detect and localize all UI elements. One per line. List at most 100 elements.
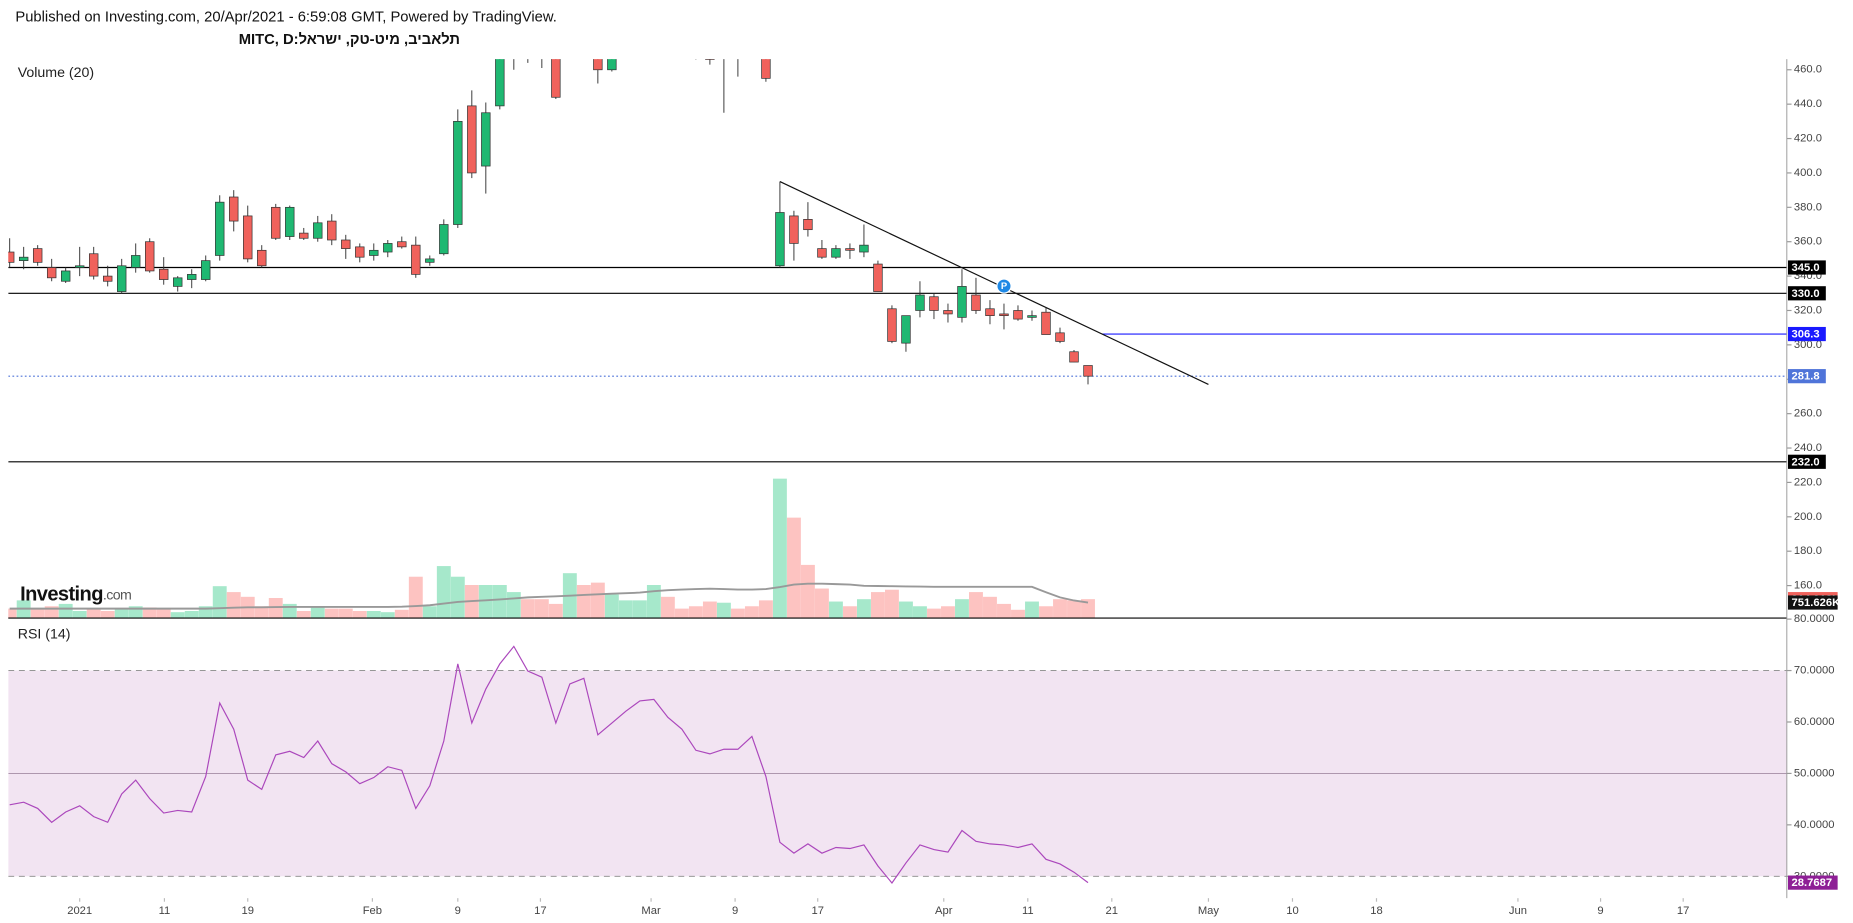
volume-bar <box>492 585 507 619</box>
volume-bar <box>941 606 955 619</box>
volume-bar <box>758 600 773 619</box>
volume-bar <box>786 517 801 619</box>
candle-body <box>299 232 309 239</box>
volume-bar <box>366 611 381 619</box>
volume-bar <box>142 607 157 619</box>
volume-bar <box>8 608 17 619</box>
volume-bar <box>660 596 675 619</box>
candle-body <box>636 10 645 19</box>
volume-bar <box>800 564 815 619</box>
candle-body <box>915 294 925 311</box>
y-tick-label: 180.0 <box>1794 545 1822 557</box>
candle-body <box>678 10 687 19</box>
hline-label-box <box>1788 326 1826 342</box>
y-tick-label: 360.0 <box>1794 236 1822 248</box>
rsi-tick-label: 50.0000 <box>1794 767 1835 779</box>
volume-bar <box>394 609 409 619</box>
candle-body <box>257 249 267 267</box>
volume-bar <box>86 608 101 619</box>
volume-bar <box>44 606 59 619</box>
y-tick-label: 380.0 <box>1794 201 1822 213</box>
candle-body <box>650 1 659 10</box>
volume-bar <box>170 612 185 619</box>
volume-bar <box>324 608 339 619</box>
candle-body <box>397 241 407 248</box>
candle-body <box>789 215 799 244</box>
candle-body <box>159 268 169 280</box>
volume-title: Volume (20) <box>18 65 94 81</box>
y-tick-label: 240.0 <box>1794 442 1822 454</box>
volume-bar <box>520 599 535 619</box>
rsi-label-box <box>1788 875 1838 890</box>
x-tick-label: Feb <box>363 905 382 917</box>
volume-bar <box>226 592 241 619</box>
x-tick-label: 17 <box>811 905 823 917</box>
candle-body <box>720 27 729 44</box>
x-tick-label: 21 <box>1106 905 1118 917</box>
rsi-tick-label: 60.0000 <box>1794 716 1835 728</box>
candle-body <box>89 253 99 277</box>
candle-body <box>901 315 911 344</box>
hline-label-box <box>1788 286 1826 301</box>
candle-body <box>495 59 505 107</box>
x-tick-label: 17 <box>534 905 546 917</box>
rsi-title: RSI (14) <box>18 626 71 642</box>
hline-label-box <box>1788 454 1826 469</box>
candle-body <box>999 313 1009 316</box>
candle-body <box>551 59 561 98</box>
candle-body <box>985 308 995 316</box>
candle-body <box>1027 315 1037 318</box>
candle-body <box>369 249 379 256</box>
hline-label: 232.0 <box>1792 456 1820 468</box>
candle-body <box>957 286 967 318</box>
volume-bar <box>338 608 353 619</box>
volume-bar <box>702 601 717 619</box>
candle-body <box>845 248 855 251</box>
volume-bar <box>1067 600 1081 619</box>
candle-body <box>761 59 771 79</box>
volume-bar <box>184 611 199 619</box>
volume-bar <box>856 599 871 619</box>
candle-body <box>1069 351 1079 363</box>
volume-bar <box>576 585 591 619</box>
hline-label-box <box>1788 369 1826 384</box>
volume-bar <box>1011 609 1025 619</box>
volume-bar <box>828 601 843 619</box>
volume-bar <box>632 600 647 619</box>
volume-bar <box>1025 601 1039 619</box>
candle-body <box>692 18 701 35</box>
volume-bar <box>212 586 227 619</box>
logo-suffix: .com <box>103 587 131 603</box>
y-tick-label: 460.0 <box>1794 64 1822 76</box>
x-tick-label: May <box>1198 905 1220 917</box>
volume-bar <box>408 576 423 619</box>
y-tick-label: 420.0 <box>1794 133 1822 145</box>
y-tick-label: 160.0 <box>1794 580 1822 592</box>
candle-body <box>887 308 897 342</box>
volume-bar <box>590 582 605 619</box>
y-tick-label: 220.0 <box>1794 476 1822 488</box>
volume-bar <box>352 611 367 619</box>
candle-body <box>664 1 673 10</box>
candle-body <box>467 105 477 174</box>
rsi-tick-label: 70.0000 <box>1794 665 1835 677</box>
candle-body <box>593 59 603 71</box>
event-marker-label: P <box>1001 281 1007 292</box>
volume-bar <box>128 606 143 619</box>
candle-body <box>734 27 743 36</box>
candle-body <box>187 274 197 280</box>
candle-body <box>580 27 589 36</box>
price-pane: P <box>8 1 1787 619</box>
candle-body <box>803 219 813 231</box>
y-tick-label: 260.0 <box>1794 408 1822 420</box>
y-tick-label: 200.0 <box>1794 511 1822 523</box>
volume-bar <box>72 611 87 619</box>
candle-body <box>859 244 869 253</box>
volume-bar <box>870 592 885 619</box>
volume-bar <box>688 606 703 619</box>
candle-body <box>145 241 155 272</box>
y-tick-label: 440.0 <box>1794 98 1822 110</box>
candle-body <box>831 248 841 258</box>
candle-body <box>1013 310 1023 320</box>
